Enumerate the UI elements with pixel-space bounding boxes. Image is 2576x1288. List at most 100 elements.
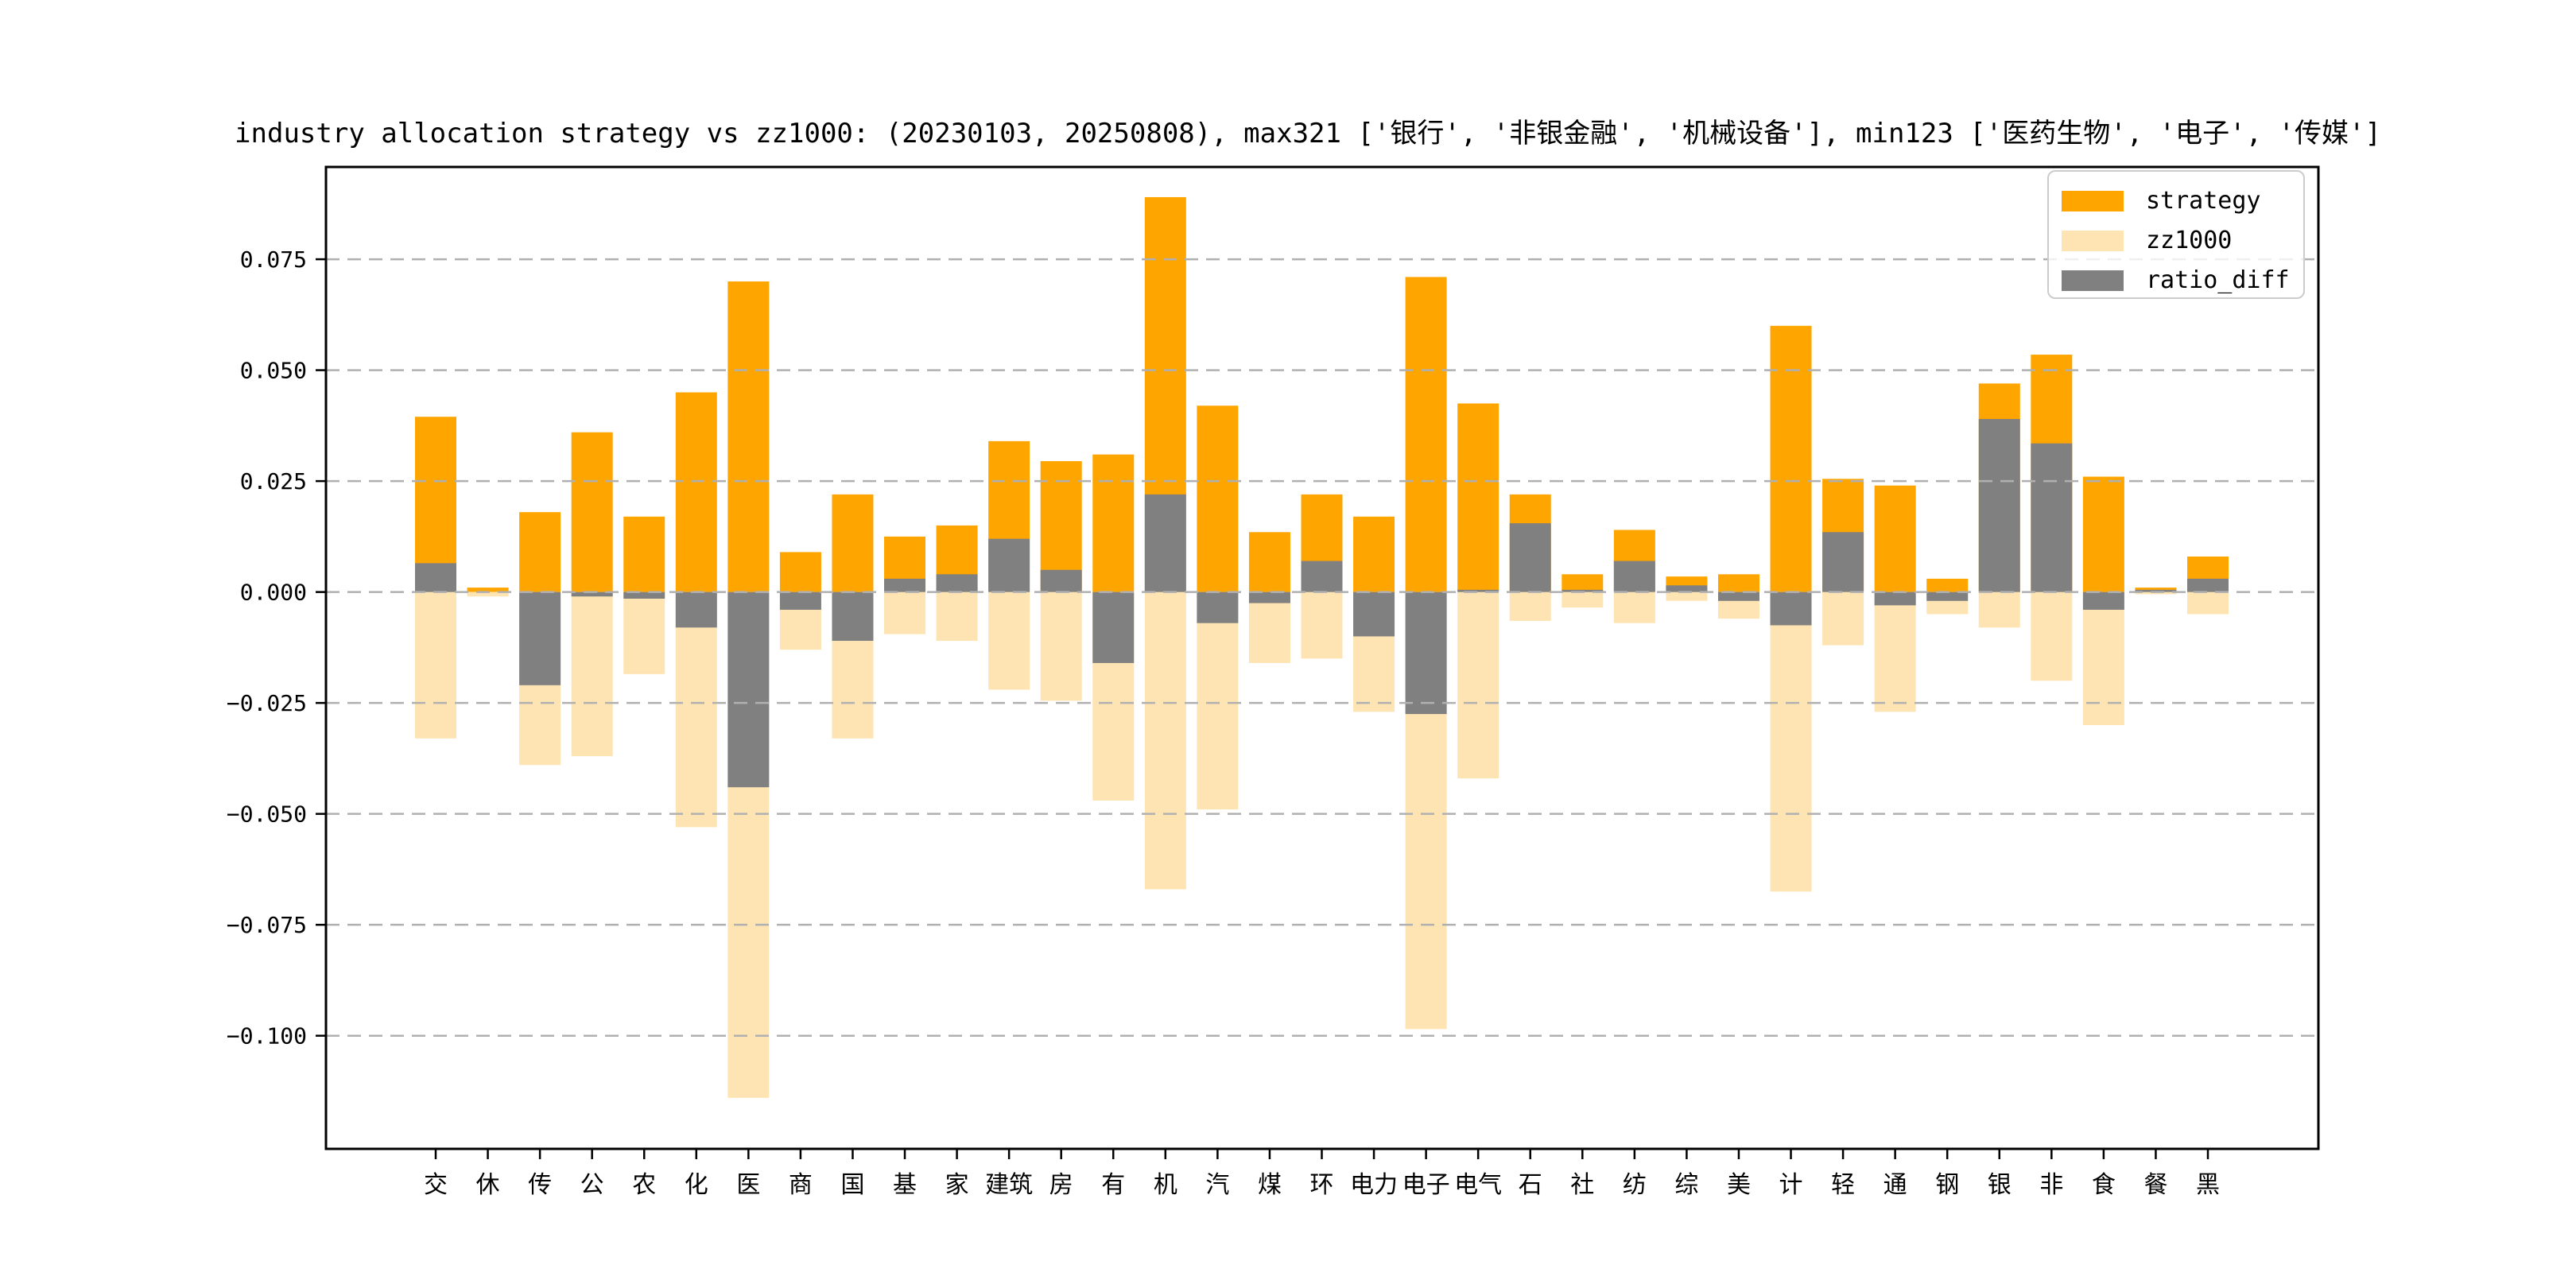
bar-strategy-公 [571,432,613,592]
bar-zz1000-纺 [1613,592,1655,623]
x-tick-label: 商 [789,1171,813,1199]
bar-strategy-计 [1770,325,1812,592]
bar-ratio_diff-综 [1666,585,1708,592]
bar-ratio_diff-传 [519,592,561,685]
bar-ratio_diff-钢 [1926,592,1969,601]
x-tick-label: 电子 [1402,1171,1450,1199]
bar-ratio_diff-汽 [1197,592,1239,623]
bar-ratio_diff-煤 [1248,592,1290,603]
y-tick-label: −0.100 [227,1023,307,1049]
y-tick-label: 0.075 [240,246,307,273]
bar-strategy-电力 [1353,516,1395,592]
bar-zz1000-汽 [1197,592,1239,810]
bar-zz1000-休 [467,592,509,597]
bar-ratio_diff-房 [1040,569,1082,592]
bar-ratio_diff-餐 [2135,589,2177,592]
bar-ratio_diff-农 [623,592,665,599]
bar-strategy-食 [2082,476,2124,592]
bar-zz1000-通 [1874,592,1916,712]
x-tick-label: 纺 [1623,1171,1647,1199]
bar-ratio_diff-纺 [1613,561,1655,592]
x-tick-label: 黑 [2196,1171,2220,1199]
x-tick-label: 有 [1101,1171,1125,1199]
bar-zz1000-食 [2082,592,2124,726]
x-tick-label: 餐 [2143,1171,2167,1199]
bar-zz1000-化 [675,592,717,828]
x-tick-label: 通 [1884,1171,1907,1199]
bar-ratio_diff-家 [936,574,978,592]
bar-ratio_diff-机 [1144,494,1186,592]
x-tick-label: 建筑 [985,1171,1033,1199]
bar-ratio_diff-非 [2031,443,2073,592]
bar-strategy-传 [519,512,561,592]
bar-zz1000-非 [2031,592,2073,681]
bar-strategy-交 [415,417,456,592]
bar-ratio_diff-轻 [1822,532,1864,592]
x-tick-label: 农 [632,1171,656,1199]
x-tick-label: 休 [476,1171,500,1199]
bar-strategy-化 [675,392,717,592]
x-tick-label: 传 [528,1171,552,1199]
bar-ratio_diff-电子 [1405,592,1447,715]
bar-zz1000-交 [415,592,456,739]
x-tick-label: 国 [840,1171,864,1199]
bar-ratio_diff-交 [415,563,456,592]
bar-ratio_diff-化 [675,592,717,628]
bar-ratio_diff-环 [1301,561,1343,592]
legend-label: strategy [2146,187,2261,215]
bar-ratio_diff-社 [1562,589,1604,592]
bar-ratio_diff-通 [1874,592,1916,606]
x-tick-label: 美 [1727,1171,1751,1199]
bar-ratio_diff-有 [1092,592,1135,663]
y-tick-label: −0.050 [227,801,307,828]
bar-zz1000-银 [1978,592,2020,628]
bar-zz1000-轻 [1822,592,1864,646]
bar-strategy-国 [832,494,874,592]
bar-ratio_diff-银 [1978,418,2020,592]
legend-item-strategy: strategy [2062,181,2303,221]
bar-zz1000-计 [1770,592,1812,892]
bar-strategy-煤 [1248,532,1290,592]
bar-strategy-农 [623,516,665,592]
bar-ratio_diff-计 [1770,592,1812,626]
bar-strategy-美 [1717,574,1759,592]
x-tick-label: 社 [1570,1171,1594,1199]
legend-item-zz1000: zz1000 [2062,221,2303,261]
x-tick-label: 房 [1049,1171,1073,1199]
bar-strategy-通 [1874,485,1916,592]
x-tick-label: 化 [685,1171,708,1199]
x-tick-label: 钢 [1935,1171,1959,1199]
x-tick-label: 汽 [1205,1171,1229,1199]
x-tick-label: 电气 [1454,1171,1502,1199]
x-tick-label: 非 [2039,1171,2063,1199]
bar-ratio_diff-医 [727,592,770,788]
bar-ratio_diff-基 [884,578,926,592]
x-tick-label: 基 [893,1171,917,1199]
x-tick-label: 医 [736,1171,760,1199]
x-tick-label: 电力 [1350,1171,1398,1199]
bar-ratio_diff-电气 [1457,589,1499,592]
bar-zz1000-建筑 [988,592,1030,690]
bar-ratio_diff-黑 [2187,578,2229,592]
y-tick-label: −0.075 [227,912,307,938]
bar-ratio_diff-食 [2082,592,2124,610]
bar-ratio_diff-电力 [1353,592,1395,637]
bar-strategy-休 [467,588,509,592]
bar-zz1000-黑 [2187,592,2229,615]
y-tick-label: 0.000 [240,580,307,606]
legend-swatch-zz1000 [2062,231,2124,251]
x-tick-label: 家 [945,1171,969,1199]
x-tick-label: 食 [2092,1171,2116,1199]
y-tick-label: 0.025 [240,468,307,495]
bar-zz1000-机 [1144,592,1186,890]
bar-zz1000-综 [1666,592,1708,601]
bar-zz1000-煤 [1248,592,1290,663]
bar-ratio_diff-国 [832,592,874,642]
x-tick-label: 交 [424,1171,448,1199]
bar-zz1000-电气 [1457,592,1499,779]
x-tick-label: 煤 [1258,1171,1282,1199]
bar-strategy-有 [1092,454,1135,592]
bar-strategy-钢 [1926,578,1969,592]
